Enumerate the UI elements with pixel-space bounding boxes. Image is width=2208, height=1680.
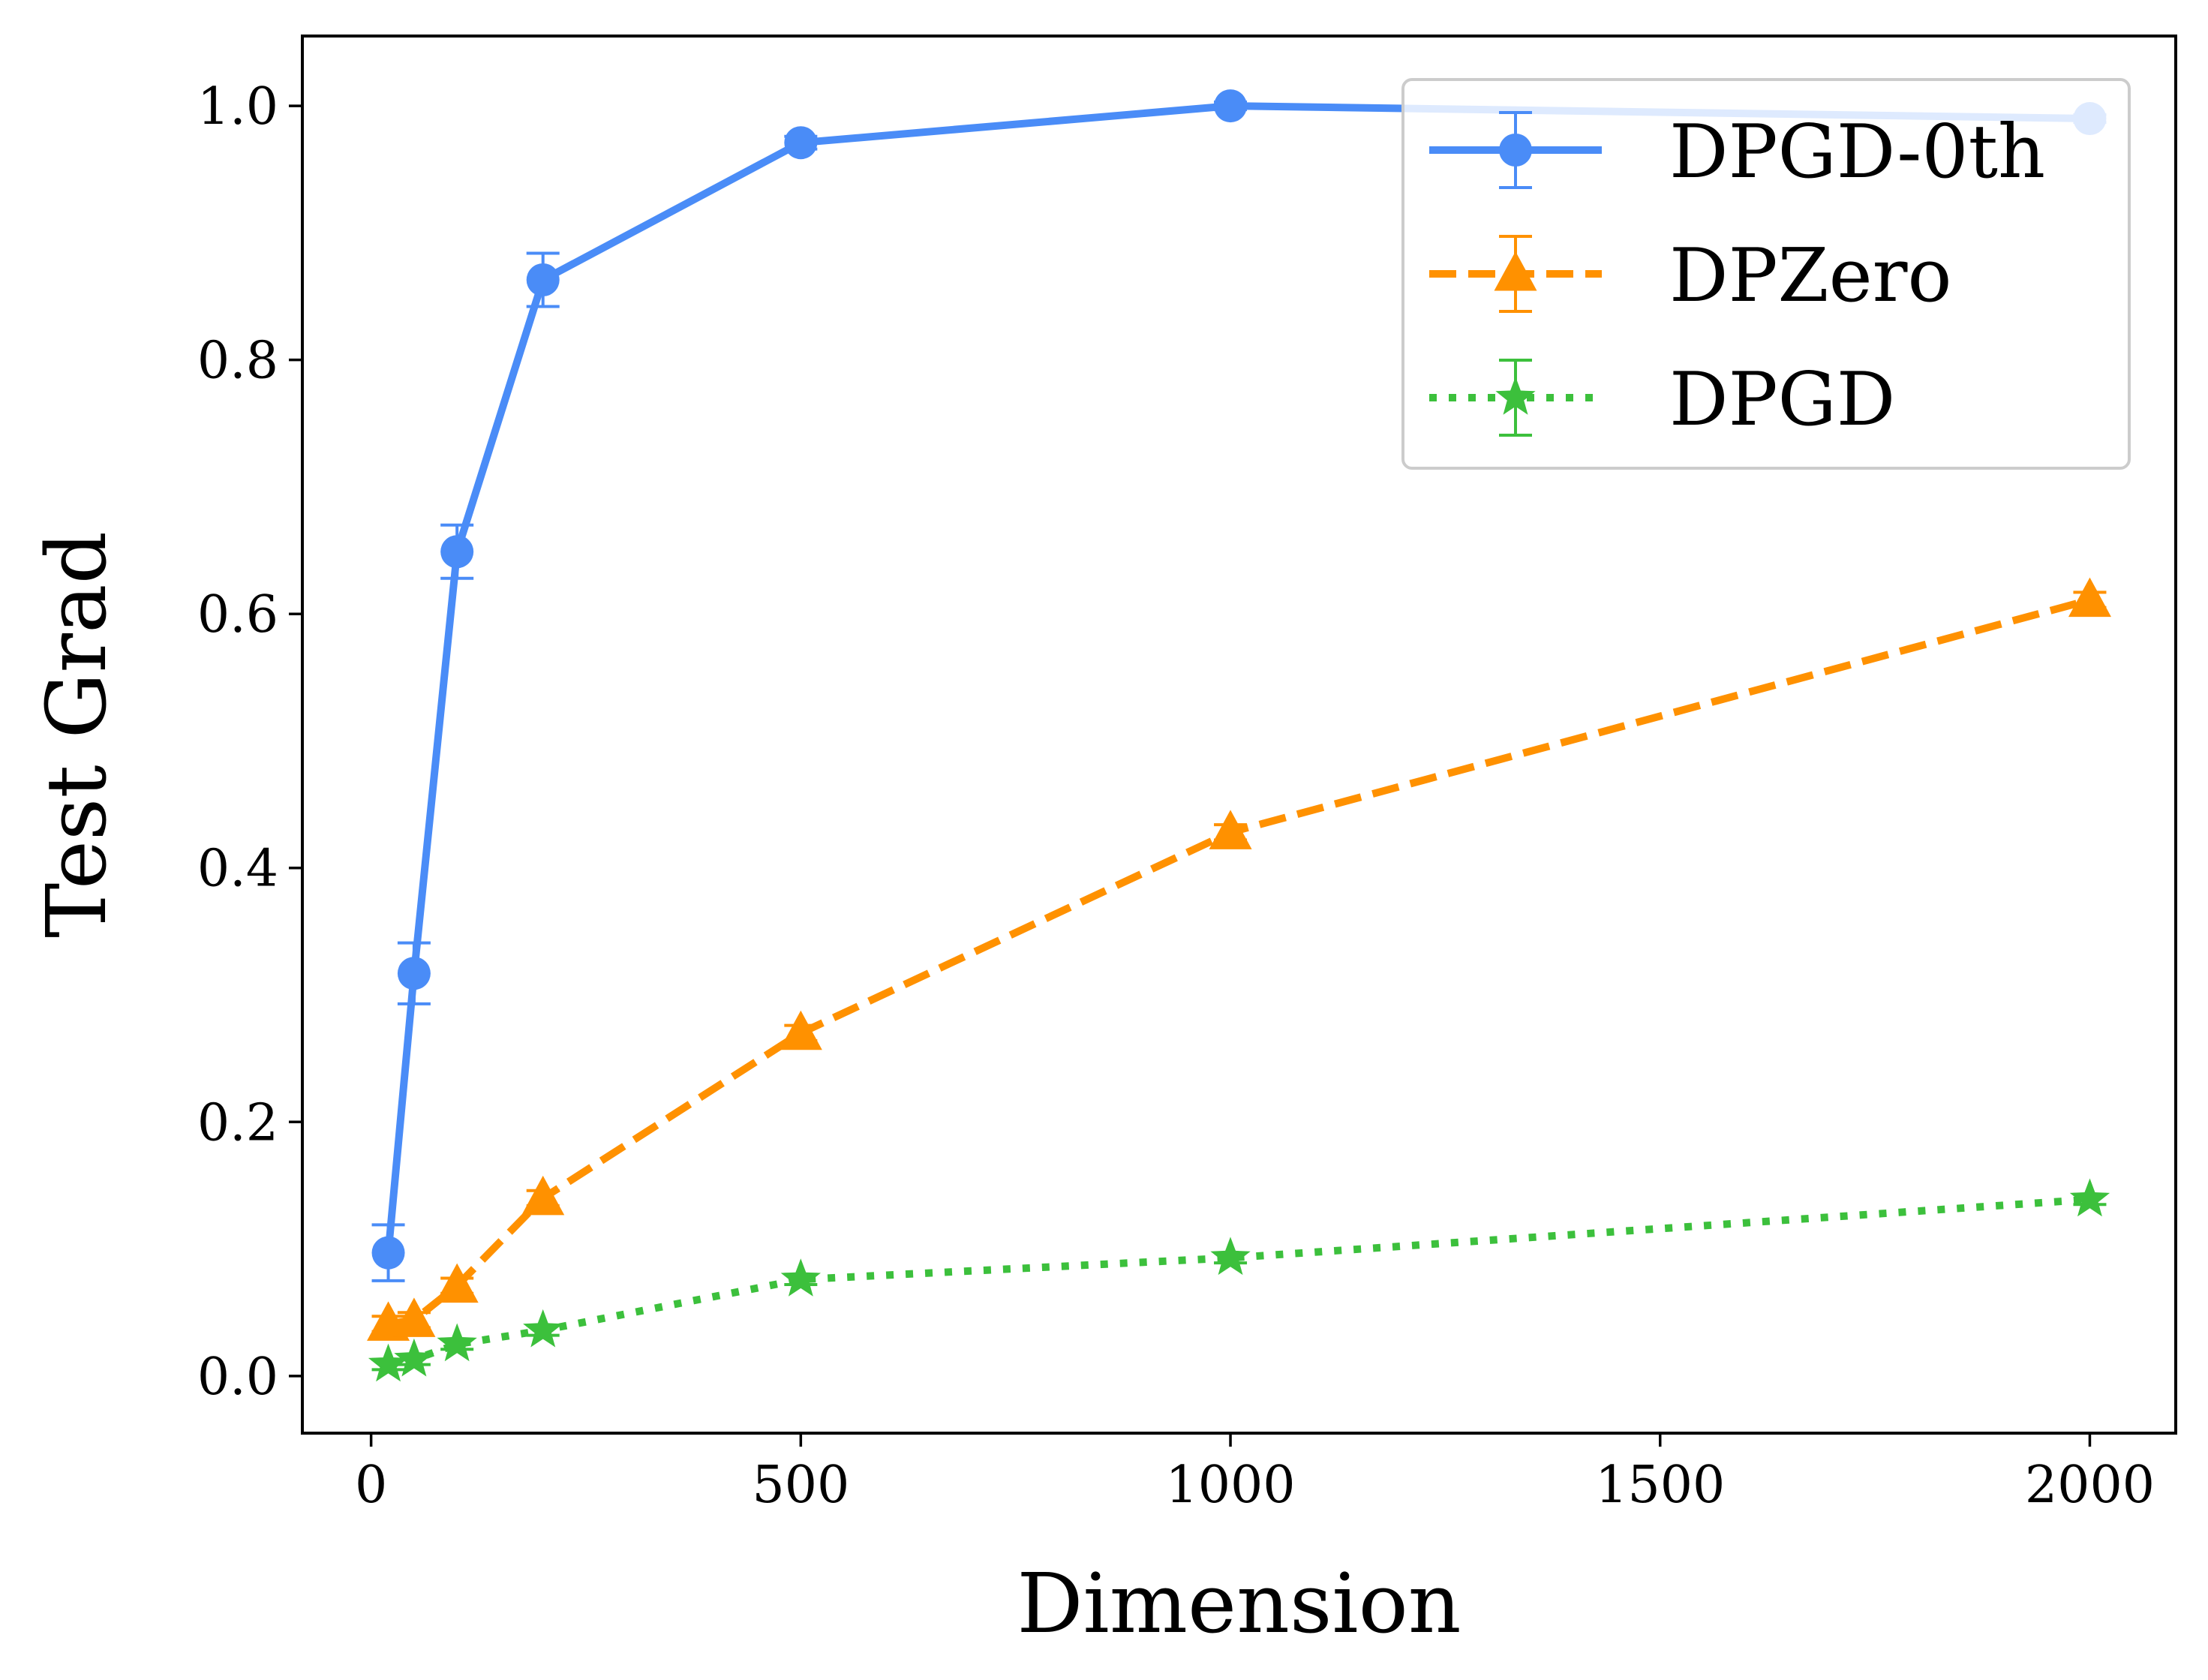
data-point — [784, 126, 818, 160]
data-point — [1214, 89, 1248, 123]
x-tick-label: 0 — [355, 1456, 387, 1515]
x-tick-label: 1000 — [1166, 1456, 1296, 1515]
data-point — [394, 1338, 434, 1377]
legend-marker — [1499, 134, 1532, 167]
plot-frame — [301, 35, 2177, 1435]
data-point — [523, 1309, 563, 1348]
data-point — [780, 1258, 821, 1297]
data-point — [2068, 577, 2111, 618]
legend-label: DPZero — [1669, 233, 1951, 319]
data-point — [526, 263, 560, 297]
y-tick-label: 1.0 — [197, 77, 278, 137]
legend-marker — [1495, 377, 1536, 415]
data-point — [435, 1263, 479, 1303]
data-point — [779, 1010, 822, 1050]
x-tick-label: 1500 — [1595, 1456, 1725, 1515]
y-tick-label: 0.2 — [197, 1093, 278, 1153]
x-tick-label: 500 — [752, 1456, 849, 1515]
y-tick-label: 0.4 — [197, 840, 278, 899]
ticks-layer: 0 500 1000 1500 2000 0.0 0.2 0.4 0.6 0.8 1.0 — [197, 77, 2155, 1515]
data-point — [392, 1297, 436, 1337]
data-point — [1210, 1237, 1251, 1276]
y-tick-label: 0.8 — [197, 332, 278, 391]
x-axis-label: Dimension — [1017, 1555, 1461, 1651]
series-dpgd — [368, 1178, 2110, 1382]
data-point — [440, 535, 474, 569]
legend-frame — [1401, 78, 2131, 470]
data-point — [521, 1175, 565, 1216]
x-tick-label: 2000 — [2025, 1456, 2155, 1515]
y-axis-label: Test Grad — [29, 531, 125, 938]
legend: DPGD-0th DPZero DPGD — [1401, 78, 2131, 470]
data-point — [371, 1236, 405, 1270]
data-point — [2069, 1178, 2110, 1217]
data-point — [397, 957, 431, 990]
y-tick-label: 0.0 — [197, 1348, 278, 1407]
series-dpzero — [367, 577, 2111, 1341]
data-point — [368, 1343, 409, 1382]
legend-label: DPGD — [1669, 357, 1895, 443]
y-tick-label: 0.6 — [197, 585, 278, 645]
data-point — [437, 1323, 477, 1362]
data-point — [1209, 810, 1252, 849]
legend-label: DPGD-0th — [1669, 110, 2045, 195]
legend-marker — [1494, 251, 1537, 291]
